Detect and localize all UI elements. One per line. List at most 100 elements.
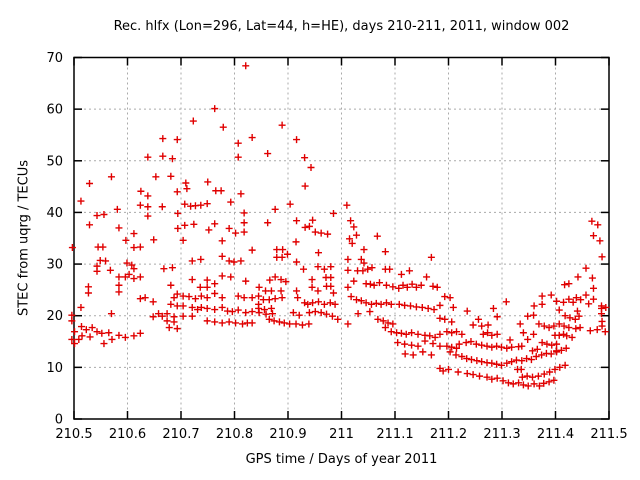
data-point (242, 309, 250, 317)
data-point (509, 380, 517, 388)
data-point (286, 320, 294, 328)
data-point (300, 265, 308, 273)
data-point (266, 276, 274, 284)
data-point (179, 292, 187, 300)
data-point (414, 330, 422, 338)
data-point (573, 307, 581, 315)
data-point (489, 304, 497, 312)
data-point (136, 273, 144, 281)
data-point (401, 301, 409, 309)
data-point (149, 313, 157, 321)
data-point (556, 363, 564, 371)
data-point (523, 372, 531, 380)
data-point (121, 273, 129, 281)
data-point (452, 351, 460, 359)
data-point (399, 281, 407, 289)
data-point (535, 320, 543, 328)
data-point (347, 217, 355, 225)
data-point (255, 309, 263, 317)
data-point (463, 307, 471, 315)
data-point (367, 300, 375, 308)
data-point (550, 376, 558, 384)
data-point (264, 150, 272, 158)
data-point (320, 300, 328, 308)
data-point (308, 276, 316, 284)
data-point (454, 368, 462, 376)
data-point (344, 283, 352, 291)
data-point (401, 350, 409, 358)
data-point (234, 292, 242, 300)
data-point (308, 283, 316, 291)
data-point (395, 284, 403, 292)
data-point (499, 377, 507, 385)
data-point (589, 284, 597, 292)
data-point (538, 351, 546, 359)
data-point (144, 212, 152, 220)
data-point (155, 310, 163, 318)
data-point (497, 361, 505, 369)
data-point (77, 303, 85, 311)
data-point (448, 318, 456, 326)
data-point (259, 296, 267, 304)
data-point (211, 318, 219, 326)
data-point (93, 328, 101, 336)
data-point (305, 309, 313, 317)
data-point (344, 320, 352, 328)
data-point (518, 373, 526, 381)
data-point (293, 136, 301, 144)
data-point (545, 378, 553, 386)
data-point (197, 303, 205, 311)
data-point (301, 154, 309, 162)
data-point (328, 312, 336, 320)
data-point (311, 308, 319, 316)
data-point (381, 324, 389, 332)
data-point (278, 121, 286, 129)
data-point (426, 332, 434, 340)
data-point (458, 353, 466, 361)
data-point (384, 319, 392, 327)
data-point (242, 62, 250, 70)
data-point (240, 219, 248, 227)
data-point (173, 325, 181, 333)
data-point (436, 301, 444, 309)
data-point (568, 333, 576, 341)
data-point (469, 371, 477, 379)
data-point (196, 283, 204, 291)
data-point (293, 217, 301, 225)
data-point (309, 216, 317, 224)
data-point (294, 294, 302, 302)
data-point (255, 292, 263, 300)
data-point (449, 303, 457, 311)
data-point (271, 273, 279, 281)
data-point (292, 238, 300, 246)
data-point (565, 280, 573, 288)
data-point (550, 322, 558, 330)
y-tick-label: 0 (55, 413, 63, 428)
data-point (553, 340, 561, 348)
data-point (144, 192, 152, 200)
data-point (502, 298, 510, 306)
data-point (478, 341, 486, 349)
x-tick-label: 210.7 (162, 427, 199, 442)
data-point (347, 293, 355, 301)
data-point (309, 299, 317, 307)
data-point (350, 277, 358, 285)
data-point (130, 265, 138, 273)
data-point (524, 312, 532, 320)
data-point (409, 351, 417, 359)
data-point (546, 368, 554, 376)
data-point (115, 224, 123, 232)
data-point (163, 310, 171, 318)
y-tick-label: 30 (46, 258, 63, 273)
data-point (326, 299, 334, 307)
data-point (240, 209, 248, 217)
data-point (483, 373, 491, 381)
data-point (289, 309, 297, 317)
data-point (191, 295, 199, 303)
data-point (234, 306, 242, 314)
data-point (125, 270, 133, 278)
data-point (530, 311, 538, 319)
data-point (436, 342, 444, 350)
data-point (572, 325, 580, 333)
data-point (115, 273, 123, 281)
